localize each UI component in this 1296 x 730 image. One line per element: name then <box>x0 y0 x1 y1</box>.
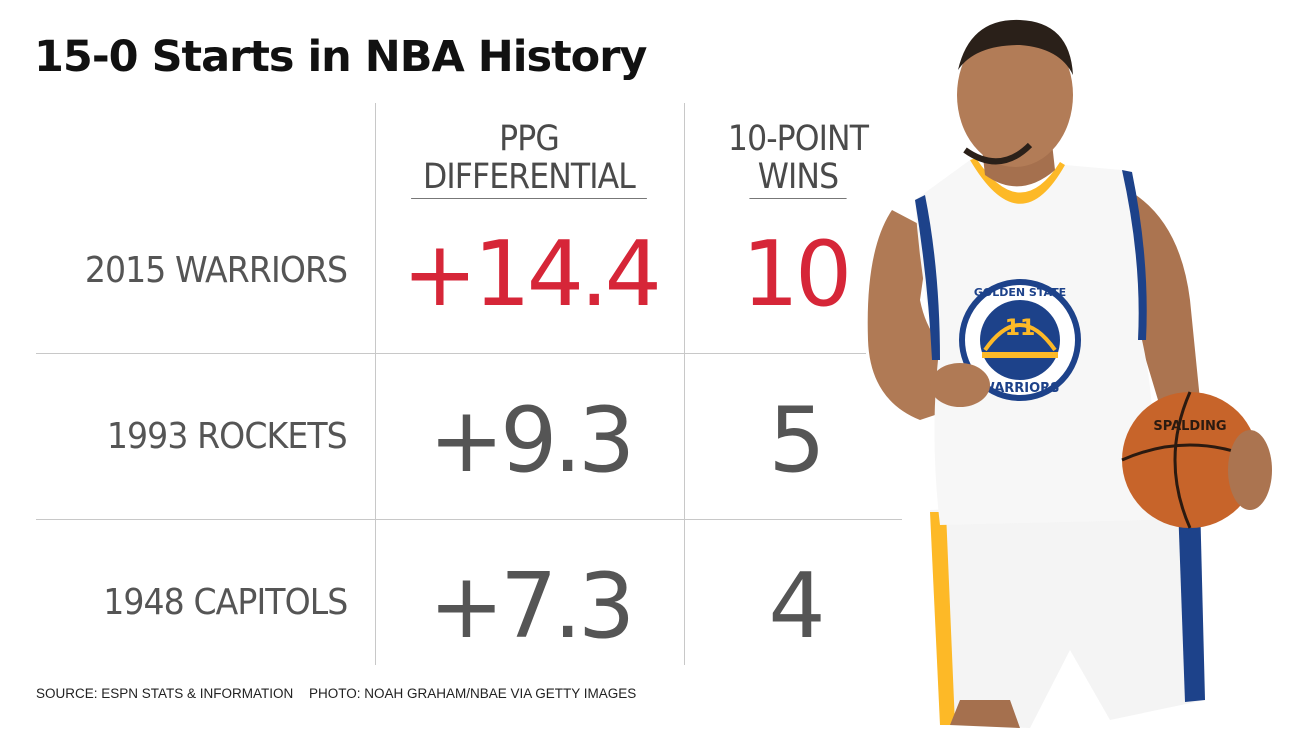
hair <box>958 19 1073 75</box>
right-hand <box>1228 430 1272 510</box>
cell-ppg-differential-2015-warriors: +14.4 <box>402 222 662 327</box>
row-divider-1 <box>36 353 866 354</box>
row-label-2015-warriors: 2015 WARRIORS <box>84 250 348 291</box>
photo-credit: PHOTO: NOAH GRAHAM/NBAE VIA GETTY IMAGES <box>309 686 637 701</box>
column-header-underline <box>411 198 647 199</box>
column-header-underline <box>749 198 847 199</box>
cell-ppg-differential-1948-capitols: +7.3 <box>428 554 636 659</box>
column-header-line2: DIFFERENTIAL <box>423 157 636 197</box>
row-label-1948-capitols: 1948 CAPITOLS <box>102 582 348 623</box>
jersey-name-text: WARRIORS <box>980 381 1059 396</box>
column-divider-1 <box>375 103 376 665</box>
player-photo: 11 GOLDEN STATE WARRIORS SPALDING <box>867 19 1272 728</box>
row-divider-2 <box>36 519 902 520</box>
basketball <box>1122 392 1258 528</box>
chart-title: 15-0 Starts in NBA History <box>34 32 647 82</box>
column-divider-2 <box>684 103 685 665</box>
cell-10-point-wins-2015-warriors: 10 <box>741 222 853 327</box>
row-label-1993-rockets: 1993 ROCKETS <box>107 416 348 457</box>
column-header-ppg-differential: PPG DIFFERENTIAL <box>400 120 657 199</box>
head <box>957 23 1073 167</box>
right-arm <box>1128 190 1255 505</box>
column-header-line1: 10-POINT <box>727 119 869 159</box>
column-header-line1: PPG <box>499 119 560 159</box>
source-credit: SOURCE: ESPN STATS & INFORMATION <box>36 686 294 701</box>
shorts <box>930 500 1205 728</box>
jersey-number: 11 <box>1005 316 1036 341</box>
cell-ppg-differential-1993-rockets: +9.3 <box>428 388 636 493</box>
column-header-line2: WINS <box>757 157 839 197</box>
cell-10-point-wins-1948-capitols: 4 <box>768 554 825 659</box>
jersey-team-text: GOLDEN STATE <box>974 286 1066 299</box>
cell-10-point-wins-1993-rockets: 5 <box>768 388 825 493</box>
left-hand <box>930 363 990 407</box>
column-header-10-point-wins: 10-POINT WINS <box>703 120 894 199</box>
ball-brand-text: SPALDING <box>1153 419 1226 434</box>
legs <box>950 700 1020 728</box>
